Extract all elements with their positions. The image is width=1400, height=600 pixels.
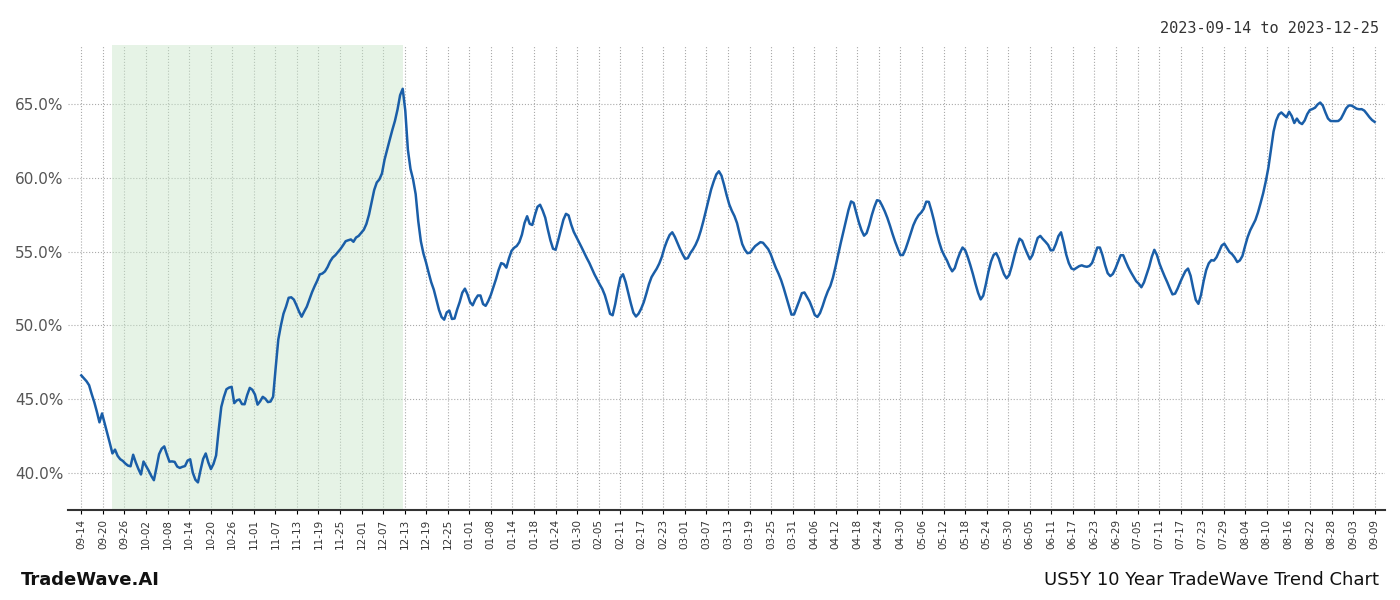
- Text: US5Y 10 Year TradeWave Trend Chart: US5Y 10 Year TradeWave Trend Chart: [1044, 571, 1379, 589]
- Text: TradeWave.AI: TradeWave.AI: [21, 571, 160, 589]
- Bar: [112, 45, 403, 510]
- Text: 2023-09-14 to 2023-12-25: 2023-09-14 to 2023-12-25: [1161, 21, 1379, 36]
